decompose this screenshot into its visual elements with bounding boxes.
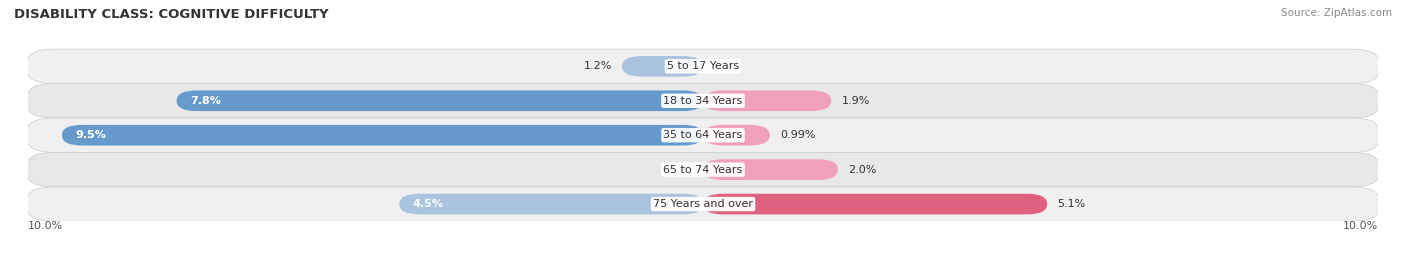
- Text: 0.99%: 0.99%: [780, 130, 815, 140]
- FancyBboxPatch shape: [27, 153, 1379, 187]
- FancyBboxPatch shape: [27, 187, 1379, 221]
- FancyBboxPatch shape: [703, 159, 838, 180]
- FancyBboxPatch shape: [27, 49, 1379, 84]
- FancyBboxPatch shape: [27, 118, 1379, 153]
- Text: Source: ZipAtlas.com: Source: ZipAtlas.com: [1281, 8, 1392, 18]
- FancyBboxPatch shape: [62, 125, 703, 146]
- Text: 0.0%: 0.0%: [713, 61, 741, 71]
- Text: 18 to 34 Years: 18 to 34 Years: [664, 96, 742, 106]
- Text: 10.0%: 10.0%: [1343, 221, 1378, 231]
- Text: 65 to 74 Years: 65 to 74 Years: [664, 165, 742, 175]
- Text: 5.1%: 5.1%: [1057, 199, 1085, 209]
- Text: 0.0%: 0.0%: [665, 165, 693, 175]
- FancyBboxPatch shape: [177, 90, 703, 111]
- Text: 1.2%: 1.2%: [583, 61, 612, 71]
- Text: 5 to 17 Years: 5 to 17 Years: [666, 61, 740, 71]
- Text: DISABILITY CLASS: COGNITIVE DIFFICULTY: DISABILITY CLASS: COGNITIVE DIFFICULTY: [14, 8, 329, 21]
- FancyBboxPatch shape: [703, 125, 770, 146]
- FancyBboxPatch shape: [27, 84, 1379, 118]
- Text: 7.8%: 7.8%: [190, 96, 221, 106]
- FancyBboxPatch shape: [399, 194, 703, 214]
- Text: 75 Years and over: 75 Years and over: [652, 199, 754, 209]
- Text: 4.5%: 4.5%: [413, 199, 444, 209]
- FancyBboxPatch shape: [703, 90, 831, 111]
- Text: 35 to 64 Years: 35 to 64 Years: [664, 130, 742, 140]
- Text: 10.0%: 10.0%: [28, 221, 63, 231]
- Text: 2.0%: 2.0%: [848, 165, 876, 175]
- FancyBboxPatch shape: [621, 56, 703, 77]
- Text: 1.9%: 1.9%: [841, 96, 870, 106]
- FancyBboxPatch shape: [703, 194, 1047, 214]
- Text: 9.5%: 9.5%: [76, 130, 107, 140]
